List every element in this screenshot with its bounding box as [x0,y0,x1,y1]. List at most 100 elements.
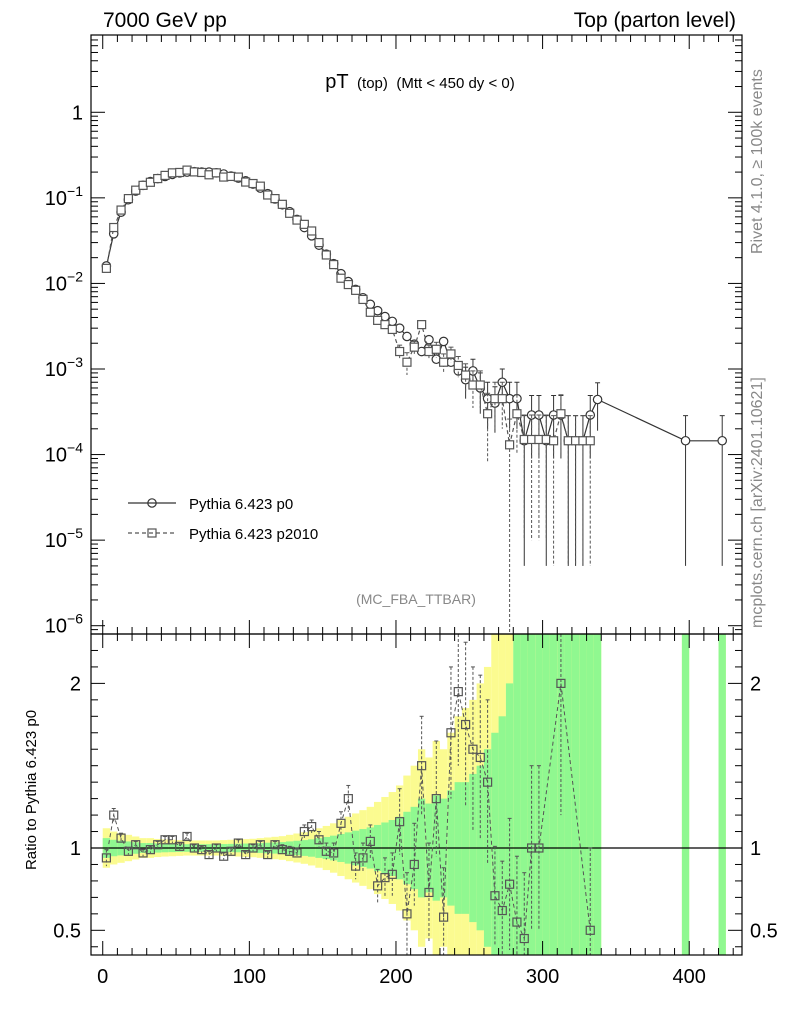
plot-title-sub2: (Mtt < 450 dy < 0) [396,75,514,92]
point-p0 [717,435,728,446]
ratio-band-inner [513,634,521,955]
ratio-point-p2010 [197,845,207,855]
top-series [101,165,728,634]
ratio-point-p2010 [585,925,595,935]
ratio-band-inner [593,634,602,955]
ratio-point-p2010 [534,843,544,853]
ratio-y-tick-label-right: 1 [750,838,761,860]
point-p2010 [116,205,126,215]
plot-title: pT (top) (Mtt < 450 dy < 0) [325,71,514,93]
ratio-point-p2010 [263,849,273,860]
point-p2010 [556,409,566,419]
ratio-point-p2010 [446,728,456,738]
ratio-band-inner [579,634,587,955]
ratio-point-p2010 [116,833,126,843]
ratio-point-p2010 [402,909,412,919]
point-p2010 [307,226,317,236]
ratio-point-p2010 [131,840,141,850]
y-tick-label: 10−4 [45,440,83,467]
y-tick-label: 10−5 [45,525,83,552]
ratio-band-inner [542,634,550,955]
point-p2010 [123,194,133,204]
point-p2010 [446,349,456,359]
ratio-y-tick-label: 2 [70,673,81,695]
ratio-point-p2010 [109,810,119,820]
point-p2010 [358,294,368,305]
point-p2010 [101,263,111,273]
ratio-y-tick-label-right: 0.5 [750,920,778,942]
point-p2010 [109,222,119,233]
y-tick-label: 10−1 [45,183,83,210]
ratio-point-p2010 [321,846,331,856]
point-p2010 [548,436,559,446]
y-tick-label: 10−6 [45,611,83,638]
ratio-band-inner [586,634,594,955]
point-p2010 [351,285,361,295]
ratio-point-p2010 [519,933,529,944]
legend-marker-p2010 [147,528,157,538]
ratio-bands [102,634,726,955]
x-tick-label: 400 [673,966,706,988]
legend-marker-p0 [147,498,157,508]
frames [90,34,743,956]
ratio-point-p2010 [175,841,185,851]
ratio-point-p2010 [358,853,368,863]
top-axes: 10−6 10−5 10−4 10−3 10−2 10−1 1 [45,34,742,638]
point-p2010 [131,185,141,195]
x-tick-label: 0 [97,966,108,988]
legend: Pythia 6.423 p0 Pythia 6.423 p2010 [128,496,318,543]
ratio-point-p2010 [365,836,375,847]
point-p2010 [453,360,463,371]
ratio-band-inner [718,634,726,955]
ratio-point-p2010 [497,905,507,916]
ratio-point-p2010 [417,761,427,771]
ratio-point-p2010 [329,848,339,858]
mcplots-label: mcplots.cern.ch [arXiv:2401.10621] [749,377,766,628]
ratio-point-p2010 [153,840,163,850]
point-p0 [592,394,603,405]
ratio-series [101,633,595,955]
ratio-point-p2010 [189,843,199,853]
ratio-point-p2010 [226,846,236,856]
point-p0 [585,410,596,420]
ratio-point-p2010 [204,849,214,860]
top-frame [90,34,743,635]
point-p2010 [255,181,265,191]
plot-title-sub1: (top) [357,75,388,92]
plot-title-main: pT [325,71,348,93]
ratio-point-p2010 [431,794,441,804]
point-p2010 [431,344,441,354]
ratio-point-p2010 [255,840,265,850]
ratio-point-p2010 [182,831,192,842]
ratio-band-inner [491,732,499,955]
ratio-point-p2010 [101,853,111,863]
ratio-point-p2010 [343,794,353,804]
ratio-point-p2010 [424,887,434,898]
point-p2010 [380,320,390,330]
ratio-point-p2010 [248,843,258,853]
ratio-band-inner [498,716,506,955]
ratio-point-p2010 [270,840,280,850]
ratio-point-p2010 [285,846,295,856]
ratio-point-p2010 [160,835,170,845]
point-p2010 [439,357,449,367]
point-p2010 [505,440,515,450]
point-p2010 [402,357,412,367]
ratio-point-p2010 [468,744,478,754]
x-tick-label: 300 [526,966,559,988]
ratio-point-p2010 [490,891,500,901]
y-tick-label: 10−2 [45,268,83,295]
header-left: 7000 GeV pp [103,9,227,32]
point-p2010 [417,320,427,330]
ratio-point-p2010 [395,817,405,827]
point-p2010 [409,342,419,352]
ratio-point-p2010 [241,849,251,860]
point-p0 [438,336,449,347]
ratio-point-p2010 [351,861,361,871]
point-p2010 [329,259,339,270]
ratio-band-inner [681,634,690,955]
point-p2010 [233,172,243,182]
ratio-point-p2010 [475,752,485,763]
x-tick-label: 100 [233,966,266,988]
